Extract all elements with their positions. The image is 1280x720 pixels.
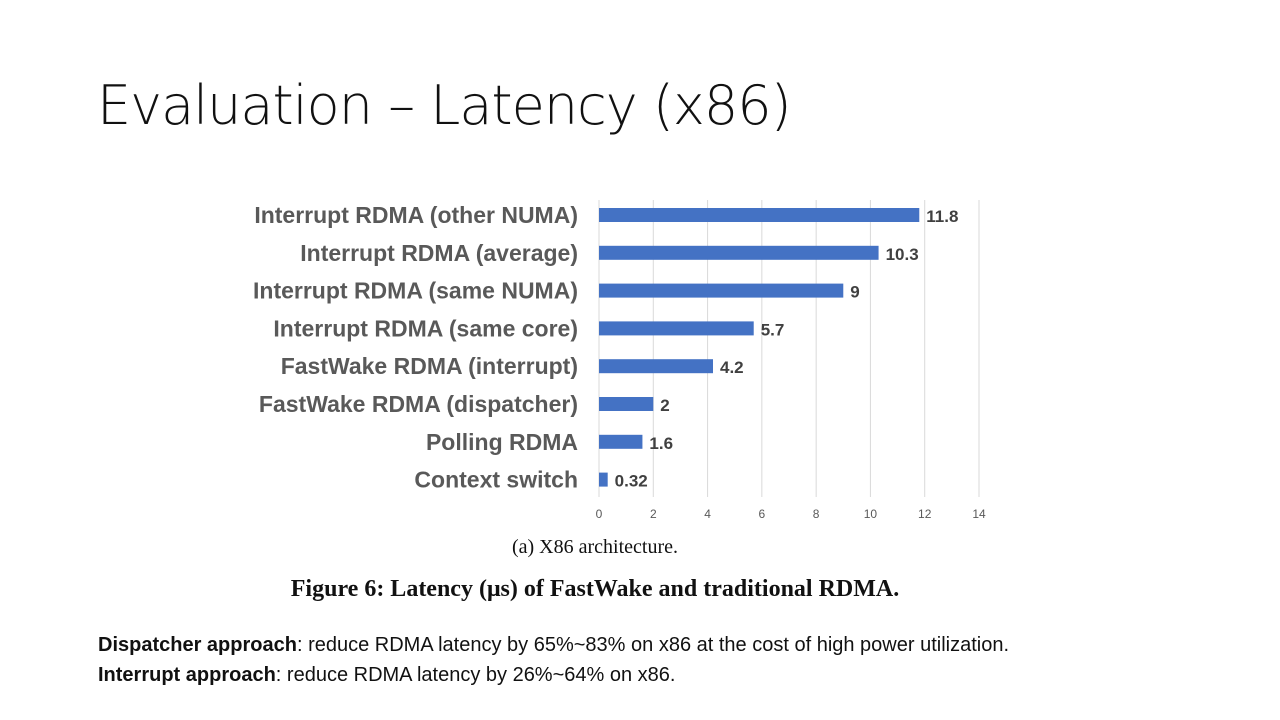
x-tick-label: 10 [864,507,878,521]
category-label: Interrupt RDMA (same core) [273,315,578,341]
data-label: 1.6 [649,434,673,453]
category-label: Interrupt RDMA (average) [300,240,578,266]
slide-title: Evaluation – Latency (x86) [97,74,792,137]
note-dispatcher: Dispatcher approach: reduce RDMA latency… [98,634,1009,657]
category-label: Context switch [414,467,578,493]
bar [599,359,713,374]
note-interrupt: Interrupt approach: reduce RDMA latency … [98,664,675,687]
bar [599,245,879,260]
category-label: Interrupt RDMA (same NUMA) [253,278,578,304]
bar [599,434,643,449]
x-tick-label: 4 [704,507,711,521]
bar [599,283,844,298]
data-label: 9 [850,283,859,302]
note-dispatcher-text: : reduce RDMA latency by 65%~83% on x86 … [296,634,1010,656]
figure-caption: Figure 6: Latency (μs) of FastWake and t… [290,576,900,602]
x-tick-label: 6 [759,507,766,521]
bar [599,208,920,222]
data-label: 0.32 [615,472,648,491]
x-tick-label: 0 [596,507,603,521]
data-label: 11.8 [926,207,958,226]
note-interrupt-text: : reduce RDMA latency by 26%~64% on x86. [275,664,676,686]
category-label: Interrupt RDMA (other NUMA) [254,202,578,228]
x-tick-label: 12 [918,507,932,521]
data-label: 10.3 [886,245,919,264]
x-tick-label: 8 [813,507,820,521]
category-label: Polling RDMA [426,429,578,455]
category-label: FastWake RDMA (interrupt) [281,353,578,379]
note-dispatcher-label: Dispatcher approach [98,634,297,656]
data-label: 5.7 [761,320,785,339]
note-interrupt-label: Interrupt approach [98,664,276,686]
x-tick-label: 14 [972,507,986,521]
subfigure-caption: (a) X86 architecture. [511,536,678,558]
bar [599,321,754,336]
category-label: FastWake RDMA (dispatcher) [259,391,578,417]
data-label: 2 [660,396,669,415]
x-tick-label: 2 [650,507,657,521]
data-label: 4.2 [720,358,744,377]
bar [599,397,654,411]
bar [599,472,608,487]
